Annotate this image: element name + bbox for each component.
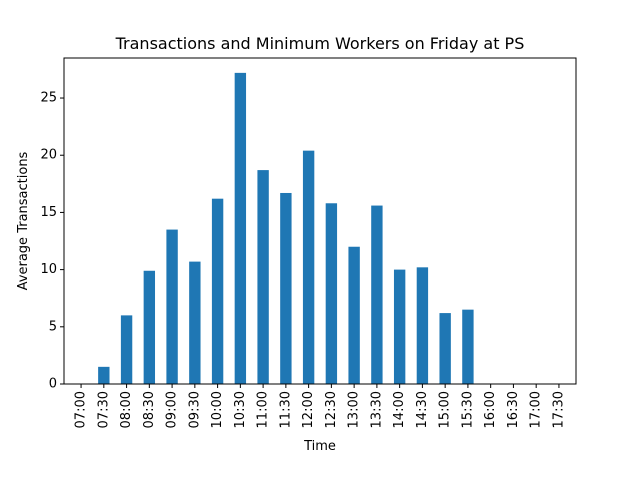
bar-0930 (189, 261, 201, 384)
y-tick-label: 10 (40, 262, 57, 277)
bar-1330 (371, 205, 383, 384)
x-tick-label: 16:30 (506, 391, 521, 428)
x-tick-label: 15:30 (460, 391, 475, 428)
bar-1130 (280, 192, 292, 384)
bar-1300 (348, 246, 360, 384)
bar-1230 (325, 203, 338, 384)
y-tick-label: 15 (40, 205, 57, 220)
x-axis-label: Time (303, 439, 336, 454)
x-tick-label: 09:30 (187, 391, 202, 428)
x-tick-label: 17:30 (551, 391, 566, 428)
x-tick-label: 12:30 (324, 391, 339, 428)
bar-1200 (302, 150, 315, 384)
y-tick-label: 0 (49, 377, 57, 392)
x-tick-label: 10:30 (233, 391, 248, 428)
y-axis-ticks: 0 5 10 15 20 25 (40, 91, 64, 392)
bar-1100 (257, 170, 269, 384)
x-tick-label: 14:30 (415, 391, 430, 428)
bar-1000 (211, 198, 224, 384)
bars-layer (98, 72, 474, 385)
chart-title: Transactions and Minimum Workers on Frid… (115, 34, 525, 53)
bar-0900 (166, 229, 178, 384)
y-axis-label: Average Transactions (16, 151, 31, 290)
bar-1500 (439, 313, 451, 384)
x-tick-label: 07:00 (74, 391, 89, 428)
x-tick-label: 13:00 (347, 391, 362, 428)
y-tick-label: 25 (40, 91, 57, 106)
x-tick-label: 16:00 (483, 391, 498, 428)
bar-0730 (98, 366, 110, 384)
x-tick-label: 11:30 (278, 391, 293, 428)
x-tick-label: 17:00 (529, 391, 544, 428)
x-axis-ticks: 07:00 07:30 08:00 08:30 09:00 09:30 10:00 10:30… (74, 384, 566, 428)
bar-1400 (393, 269, 406, 384)
y-tick-label: 20 (40, 148, 57, 163)
y-tick-label: 5 (49, 319, 57, 334)
x-tick-label: 11:00 (256, 391, 271, 428)
x-tick-label: 08:00 (119, 391, 134, 428)
bar-1430 (416, 267, 429, 384)
bar-0800 (120, 315, 133, 384)
x-tick-label: 08:30 (142, 391, 157, 428)
x-tick-label: 14:00 (392, 391, 407, 428)
x-tick-label: 07:30 (96, 391, 111, 428)
x-tick-label: 12:00 (301, 391, 316, 428)
bar-1030 (234, 72, 247, 385)
bar-1530 (462, 309, 474, 384)
bar-0830 (143, 270, 156, 384)
x-tick-label: 15:00 (438, 391, 453, 428)
plot-frame (63, 57, 577, 385)
x-tick-label: 09:00 (165, 391, 180, 428)
x-tick-label: 13:30 (369, 391, 384, 428)
x-tick-label: 10:00 (210, 391, 225, 428)
